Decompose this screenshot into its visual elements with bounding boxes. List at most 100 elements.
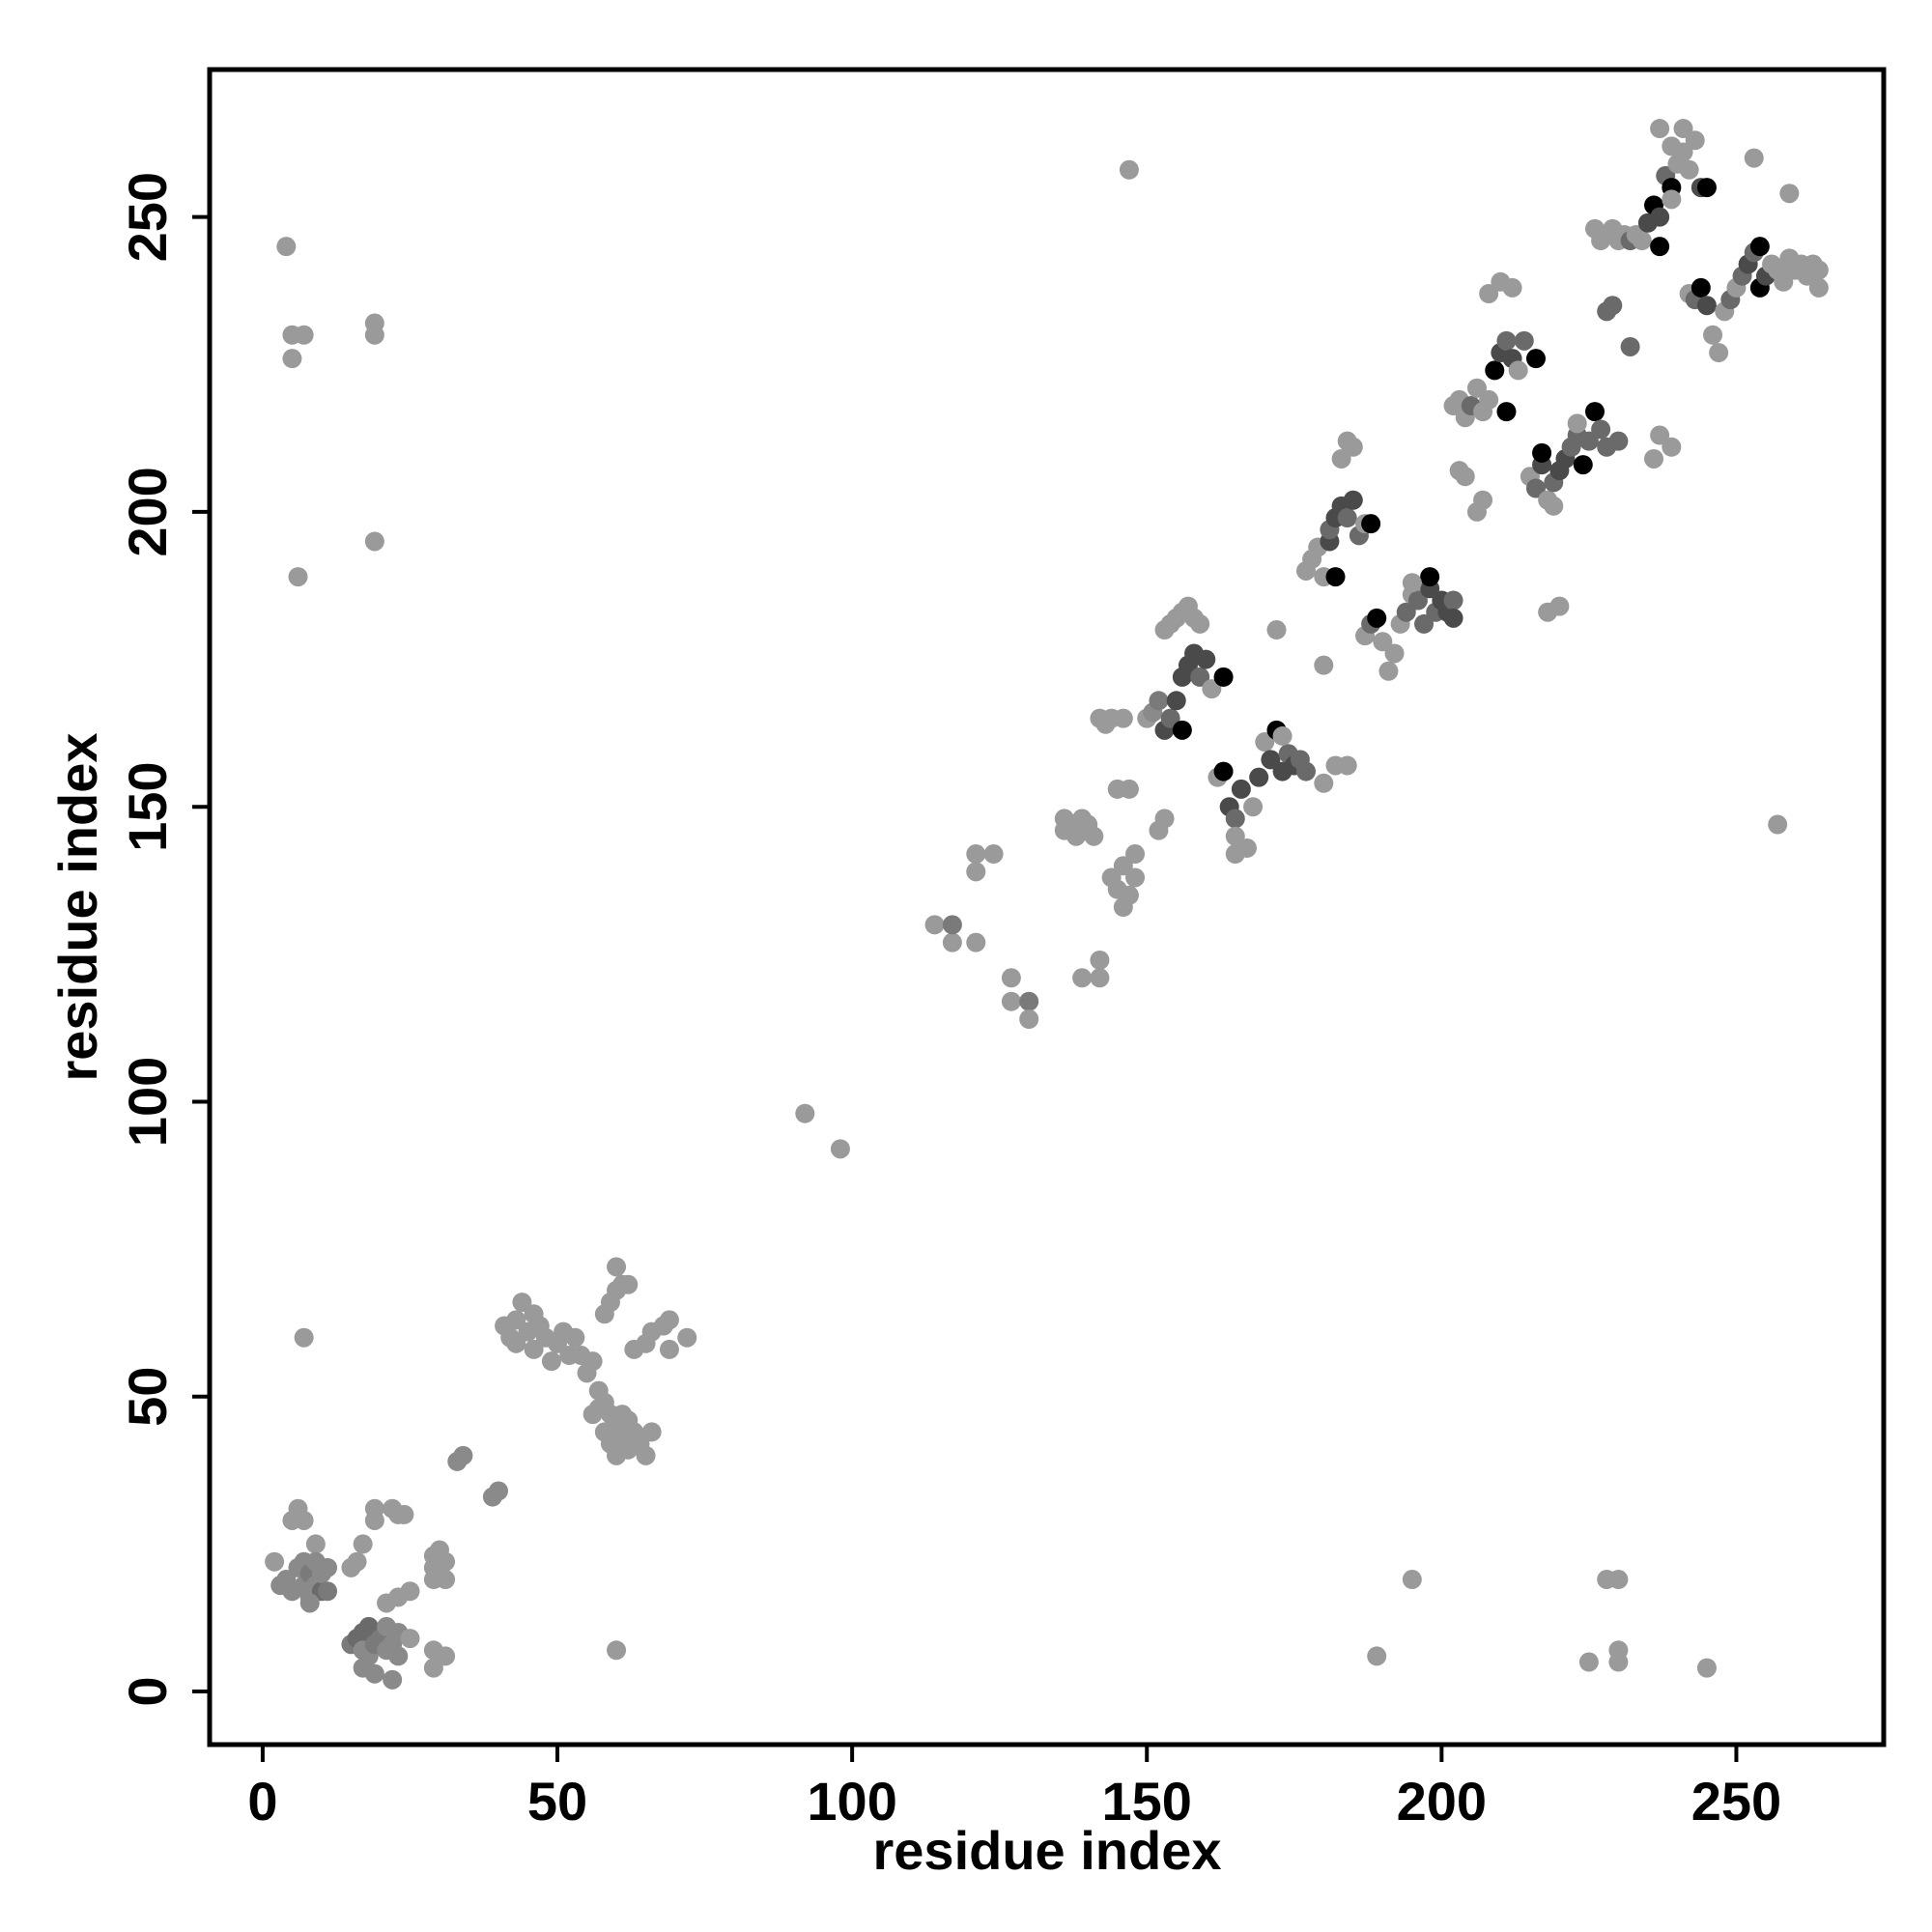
contact-point bbox=[582, 1351, 603, 1372]
contact-point bbox=[294, 325, 314, 345]
contact-point bbox=[353, 1534, 373, 1554]
contact-point bbox=[1243, 797, 1264, 817]
contact-point bbox=[1019, 1009, 1039, 1030]
contact-point bbox=[1466, 378, 1487, 398]
x-axis-title: residue index bbox=[872, 1820, 1221, 1881]
contact-point bbox=[1496, 402, 1517, 422]
contact-point bbox=[1001, 991, 1021, 1011]
contact-point bbox=[641, 1422, 662, 1442]
contact-point bbox=[1402, 1570, 1422, 1590]
contact-point bbox=[318, 1557, 338, 1577]
contact-point bbox=[1019, 991, 1039, 1011]
contact-point bbox=[1650, 119, 1670, 139]
contact-point bbox=[1591, 419, 1611, 440]
contact-point bbox=[1696, 1658, 1717, 1678]
contact-point bbox=[1608, 1652, 1629, 1672]
contact-point bbox=[1485, 360, 1505, 381]
contact-point bbox=[383, 1669, 403, 1690]
x-tick-label: 250 bbox=[1691, 1771, 1781, 1832]
contact-point bbox=[299, 1593, 320, 1613]
contact-point bbox=[358, 1616, 379, 1636]
contact-point bbox=[1525, 349, 1546, 369]
contact-point bbox=[1608, 431, 1629, 451]
contact-point bbox=[1744, 148, 1764, 168]
contact-point bbox=[942, 915, 962, 935]
y-tick-label: 50 bbox=[117, 1367, 178, 1427]
contact-point bbox=[1603, 296, 1623, 316]
contact-point bbox=[282, 349, 302, 369]
y-tick-label: 150 bbox=[117, 761, 178, 851]
y-axis: 0 50 100 150 200 250 bbox=[117, 172, 210, 1707]
contact-point bbox=[400, 1629, 420, 1649]
contact-point bbox=[400, 1581, 420, 1602]
contact-point bbox=[1119, 159, 1139, 180]
contact-point bbox=[1314, 655, 1334, 675]
contact-point bbox=[436, 1570, 456, 1590]
contact-point bbox=[1414, 613, 1435, 634]
contact-point bbox=[1331, 448, 1351, 469]
contact-point bbox=[1337, 508, 1357, 528]
contact-point bbox=[983, 844, 1004, 865]
contact-point bbox=[1679, 159, 1699, 180]
contact-point bbox=[1808, 277, 1829, 298]
contact-point bbox=[1001, 968, 1021, 988]
contact-point bbox=[1149, 691, 1169, 711]
y-tick-label: 100 bbox=[117, 1057, 178, 1147]
contact-point bbox=[489, 1481, 509, 1501]
x-tick-label: 200 bbox=[1397, 1771, 1487, 1832]
contact-point bbox=[506, 1310, 526, 1330]
contact-point bbox=[1384, 643, 1405, 664]
contact-point bbox=[1166, 691, 1186, 711]
contact-point bbox=[1125, 844, 1146, 865]
contact-point bbox=[1266, 620, 1287, 640]
contact-point bbox=[1343, 490, 1363, 510]
contact-point bbox=[565, 1327, 585, 1348]
contact-point bbox=[1196, 649, 1216, 669]
contact-point bbox=[1084, 826, 1104, 846]
contact-point bbox=[1213, 761, 1234, 781]
contact-point bbox=[541, 1351, 561, 1372]
contact-point bbox=[677, 1327, 697, 1348]
contact-point bbox=[1072, 968, 1093, 988]
contact-point bbox=[1172, 720, 1192, 740]
contact-point bbox=[636, 1445, 656, 1465]
contact-point bbox=[1608, 1570, 1629, 1590]
contact-point bbox=[1213, 667, 1234, 687]
contact-point bbox=[795, 1103, 815, 1123]
contact-point bbox=[1373, 632, 1393, 652]
contact-point bbox=[1703, 325, 1723, 345]
contact-point bbox=[1407, 590, 1428, 611]
contact-point bbox=[1662, 437, 1682, 457]
contact-point bbox=[1584, 402, 1605, 422]
contact-point bbox=[364, 1663, 384, 1684]
contact-point bbox=[1479, 284, 1499, 304]
contact-point bbox=[1544, 496, 1564, 516]
x-tick-label: 50 bbox=[527, 1771, 587, 1832]
contact-point bbox=[1779, 184, 1800, 204]
contact-point bbox=[436, 1551, 456, 1572]
contact-point bbox=[966, 844, 986, 865]
contact-point bbox=[1479, 389, 1499, 410]
contact-point bbox=[1644, 448, 1664, 469]
contact-point bbox=[1443, 608, 1463, 628]
contact-point bbox=[1690, 277, 1711, 298]
contact-point bbox=[924, 915, 945, 935]
contact-point bbox=[607, 1640, 627, 1661]
contact-point bbox=[1236, 838, 1257, 858]
contact-point bbox=[347, 1551, 367, 1572]
plot-frame bbox=[207, 67, 1887, 1747]
contact-point bbox=[1125, 867, 1146, 888]
contact-point bbox=[1532, 442, 1552, 463]
contact-point bbox=[966, 862, 986, 882]
contact-point bbox=[265, 1551, 285, 1572]
contact-point bbox=[276, 237, 297, 257]
contact-point bbox=[1673, 142, 1693, 162]
contact-point bbox=[1090, 968, 1110, 988]
contact-point bbox=[1696, 178, 1717, 198]
contact-point bbox=[1808, 260, 1829, 280]
contact-point bbox=[423, 1658, 443, 1678]
contact-point bbox=[1496, 330, 1517, 351]
x-tick-label: 100 bbox=[807, 1771, 896, 1832]
contact-point bbox=[1113, 897, 1133, 917]
contact-point bbox=[305, 1534, 326, 1554]
